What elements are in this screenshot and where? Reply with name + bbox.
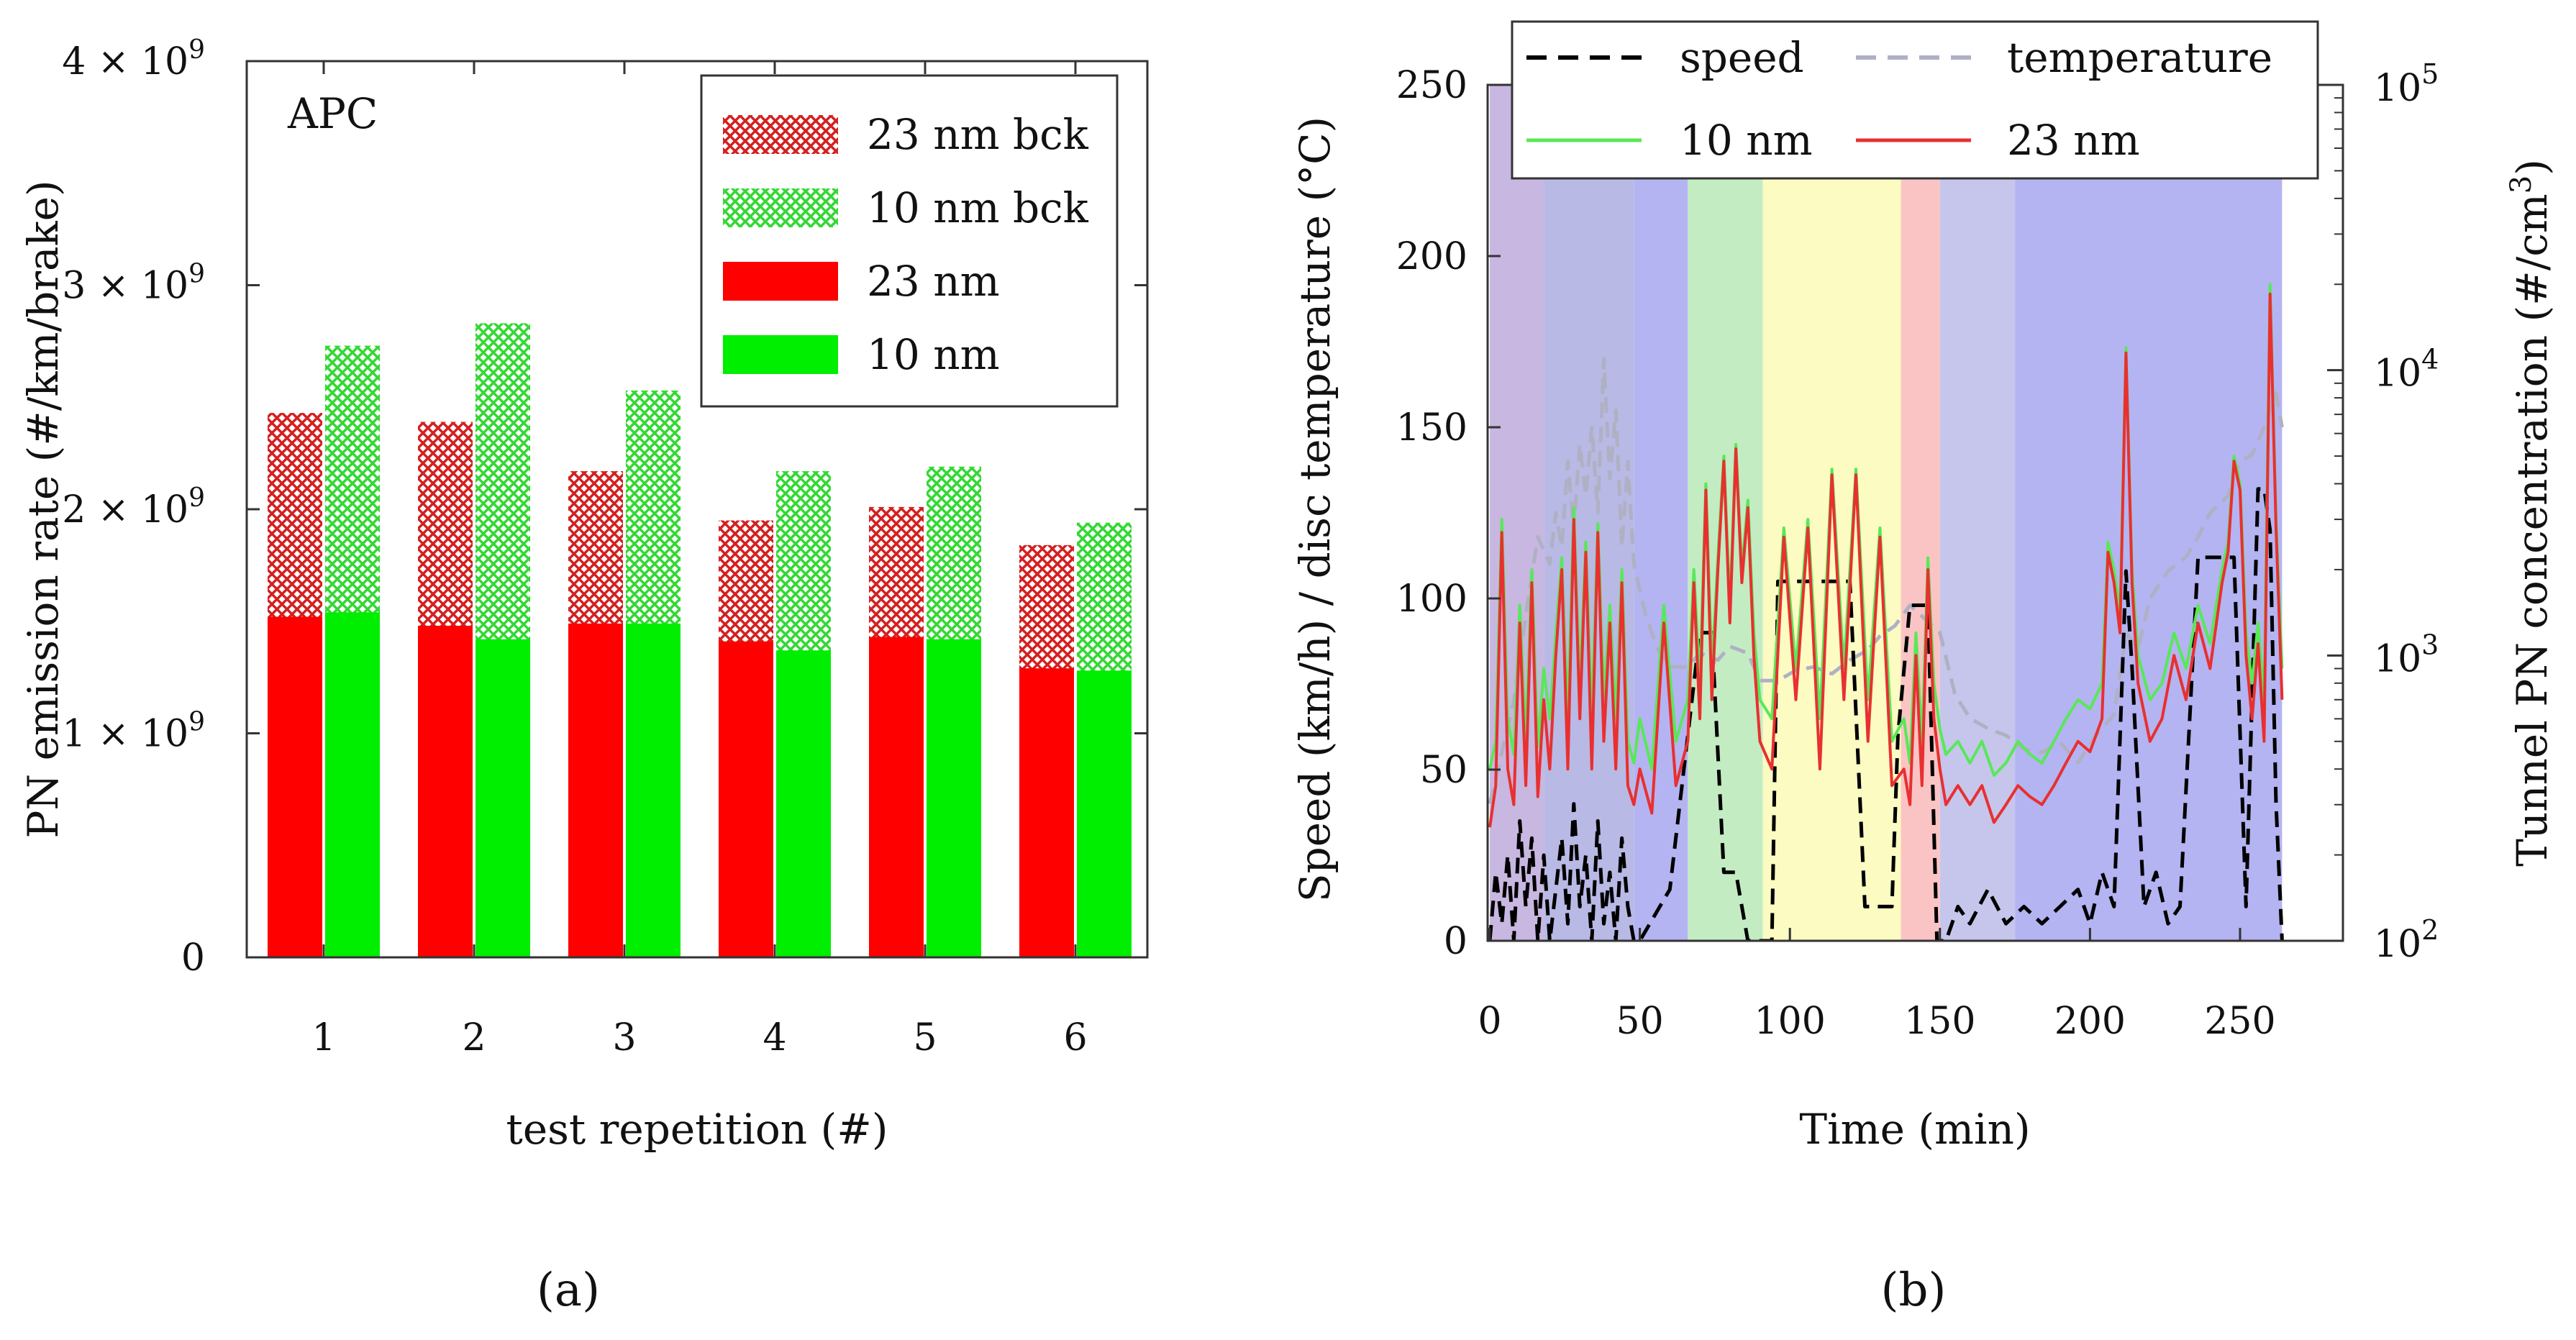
b-y2-tick-label-0: 102 <box>2374 914 2439 966</box>
b-y-tick-label-200: 200 <box>1396 235 1467 278</box>
bar-23nm-6 <box>1019 668 1074 957</box>
legend-label-10nm-bck: 10 nm bck <box>867 183 1089 232</box>
y-tick-label-3: 3 × 109 <box>62 260 205 308</box>
y-tick-label-4: 4 × 109 <box>62 35 205 83</box>
panel-b-ylabel: Speed (km/h) / disc temperature (°C) <box>1291 117 1339 902</box>
b-y-tick-label-50: 50 <box>1420 749 1467 792</box>
legend-b-frame <box>1511 20 2319 180</box>
y-tick-label-0: 0 <box>181 936 205 980</box>
panel-b-y2label: Tunnel PN concentration (#/cm3) <box>2505 159 2557 867</box>
b-x-tick-label-50: 50 <box>1616 1000 1664 1043</box>
x-tick-label-4: 4 <box>763 1016 786 1059</box>
panel-b-xlabel: Time (min) <box>1799 1105 2030 1154</box>
b-y-tick-label-100: 100 <box>1396 578 1467 621</box>
x-tick-label-1: 1 <box>311 1016 335 1059</box>
b-x-tick-label-250: 250 <box>2204 1000 2275 1043</box>
phase-band-6 <box>1939 85 2016 941</box>
b-x-tick-label-100: 100 <box>1754 1000 1826 1043</box>
panel-b-caption: (b) <box>1881 1264 1947 1317</box>
bar-10nm-1 <box>325 612 380 957</box>
b-y2-tick-label-2: 104 <box>2374 344 2439 396</box>
panel-b-phase-bands <box>1490 85 2283 941</box>
panel-b-series <box>1488 283 2284 941</box>
x-tick-label-5: 5 <box>913 1016 937 1059</box>
y-tick-label-2: 2 × 109 <box>62 483 205 532</box>
series-line-10-nm <box>1488 283 2284 777</box>
y-tick-label-1: 1 × 109 <box>62 708 205 756</box>
panel-a-ticks: 1 2 3 4 5 6 0 1 × 109 2 × 109 3 × 109 4 × 109 <box>62 35 1147 1059</box>
bar-10nm-4 <box>776 650 831 957</box>
bar-23nm-4 <box>719 641 773 957</box>
x-tick-label-3: 3 <box>612 1016 636 1059</box>
panel-b-legend: speed temperature 10 nm 23 nm <box>1511 20 2319 180</box>
b-x-tick-label-150: 150 <box>1904 1000 1975 1043</box>
b-x-tick-label-200: 200 <box>2054 1000 2126 1043</box>
b-x-tick-label-0: 0 <box>1478 1000 1501 1043</box>
legend-b-label-10nm: 10 nm <box>1680 116 1813 165</box>
b-y-tick-label-0: 0 <box>1444 920 1467 963</box>
legend-swatch-23nm <box>723 262 838 301</box>
legend-swatch-23nm-bck <box>723 115 838 154</box>
legend-b-label-temperature: temperature <box>2007 33 2272 82</box>
bar-10nm-6 <box>1077 670 1132 957</box>
panel-a-annotation: APC <box>287 89 378 138</box>
x-tick-label-6: 6 <box>1063 1016 1087 1059</box>
phase-band-4 <box>1762 85 1901 941</box>
panel-b-ticks: 0 50 100 150 200 250 0 50 100 150 200 250 102 103 104 1… <box>1396 58 2439 1043</box>
bar-23nm-2 <box>418 625 473 957</box>
series-line-23-nm <box>1488 292 2284 828</box>
legend-label-10nm: 10 nm <box>867 330 1000 379</box>
panel-b: 0 50 100 150 200 250 0 50 100 150 200 250 102 103 104 1… <box>1291 20 2557 1317</box>
legend-swatch-10nm <box>723 335 838 374</box>
bar-23nm-1 <box>268 616 322 957</box>
legend-b-label-23nm: 23 nm <box>2007 116 2140 165</box>
bar-23nm-3 <box>568 623 623 957</box>
legend-b-label-speed: speed <box>1680 33 1804 82</box>
legend-swatch-10nm-bck <box>723 188 838 227</box>
bar-10nm-2 <box>475 639 530 957</box>
phase-band-0 <box>1490 85 1544 941</box>
b-y2-tick-label-1: 103 <box>2374 629 2439 680</box>
panel-a-bars <box>268 323 1132 958</box>
panel-a-xlabel: test repetition (#) <box>506 1105 888 1154</box>
bar-10nm-5 <box>927 639 981 957</box>
bar-10nm-3 <box>626 623 681 957</box>
panel-a-caption: (a) <box>537 1264 600 1317</box>
legend-label-23nm-bck: 23 nm bck <box>867 110 1089 159</box>
bar-23nm-5 <box>869 637 924 957</box>
b-y-tick-label-150: 150 <box>1396 406 1467 450</box>
phase-band-7 <box>2015 85 2283 941</box>
b-y-tick-label-250: 250 <box>1396 64 1467 107</box>
panel-a-ylabel: PN emission rate (#/km/brake) <box>19 180 68 838</box>
b-y2-tick-label-3: 105 <box>2374 58 2439 110</box>
legend-label-23nm: 23 nm <box>867 257 1000 306</box>
x-tick-label-2: 2 <box>462 1016 486 1059</box>
panel-a-legend: 23 nm bck 10 nm bck 23 nm 10 nm <box>700 74 1119 408</box>
